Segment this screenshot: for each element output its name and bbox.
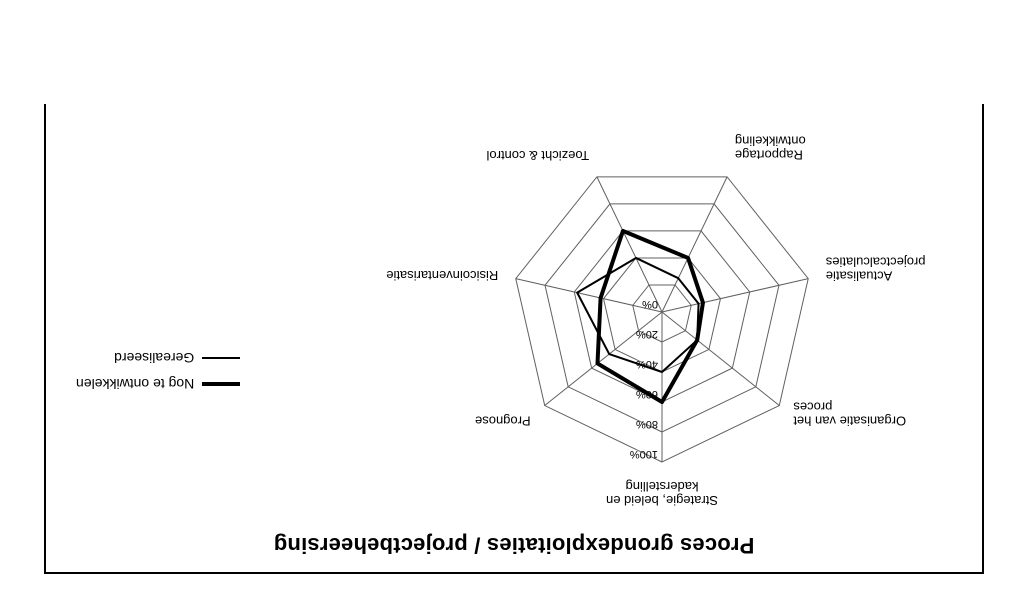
svg-text:80%: 80%	[636, 418, 658, 430]
chart-frame: Proces grondexploitaties / projectbeheer…	[44, 104, 984, 574]
svg-text:Strategie, beleid enkaderstell: Strategie, beleid enkaderstelling	[606, 479, 718, 508]
svg-text:Risicoinventarisatie: Risicoinventarisatie	[386, 268, 498, 283]
svg-text:Actualisatieprojectcalculaties: Actualisatieprojectcalculaties	[825, 254, 925, 283]
page-root: Proces grondexploitaties / projectbeheer…	[0, 0, 1024, 594]
svg-text:Rapportageontwikkeling: Rapportageontwikkeling	[735, 134, 806, 163]
legend-swatch-icon	[202, 382, 240, 386]
chart-title: Proces grondexploitaties / projectbeheer…	[46, 532, 982, 558]
legend-item: Nog te ontwikkelen	[76, 376, 240, 392]
radar-chart: 0%20%40%60%80%100%Strategie, beleid enka…	[382, 122, 942, 522]
svg-text:20%: 20%	[636, 328, 658, 340]
svg-text:Organisatie van hetproces: Organisatie van hetproces	[793, 400, 906, 429]
legend: Nog te ontwikkelen Gerealiseerd	[76, 340, 240, 392]
svg-text:Toezicht & control: Toezicht & control	[486, 148, 589, 163]
svg-text:100%: 100%	[630, 448, 658, 460]
svg-text:0%: 0%	[642, 298, 658, 310]
legend-label: Nog te ontwikkelen	[76, 376, 194, 392]
legend-item: Gerealiseerd	[76, 350, 240, 366]
radar-svg: 0%20%40%60%80%100%Strategie, beleid enka…	[382, 122, 942, 522]
legend-label: Gerealiseerd	[114, 350, 194, 366]
svg-text:Prognose: Prognose	[475, 414, 531, 429]
legend-swatch-icon	[202, 357, 240, 359]
